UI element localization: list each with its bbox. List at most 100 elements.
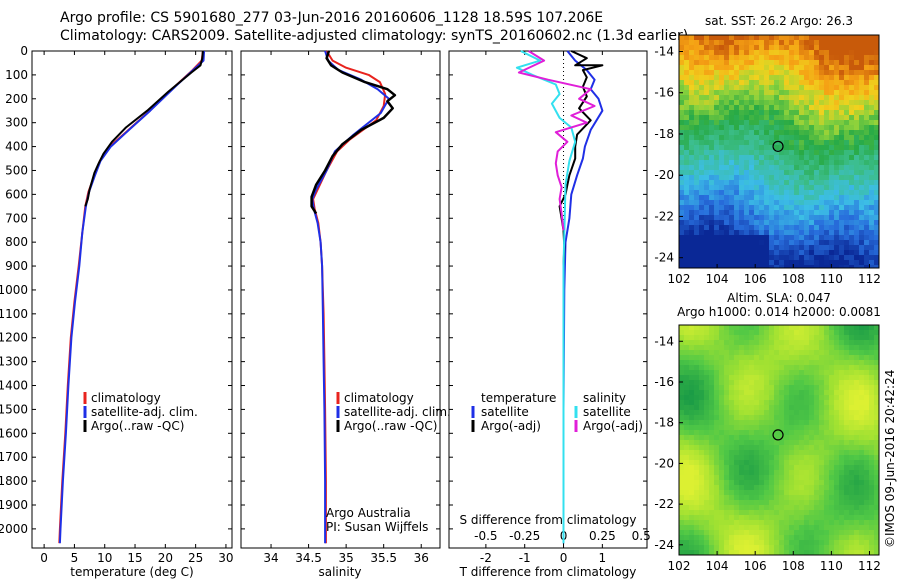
x-tick-label: 0 [560,551,568,565]
difference-plot-frame [448,50,648,549]
y-tick-label: 1600 [0,426,28,440]
y-tick-label: 1700 [0,450,28,464]
y-tick-label: 0 [20,44,28,58]
lat-tick-label: -14 [654,44,674,58]
y-tick-label: 700 [5,211,28,225]
sla_map-axes: 102 104 106 108 110 112 -14 -16 -18 -20 -22 -24 [654,334,881,573]
y-tick-label: 800 [5,235,28,249]
y-tick-label: 500 [5,163,28,177]
y-tick-label: 300 [5,116,28,130]
x-tick-label: -1 [519,551,531,565]
y-tick-label: 100 [5,68,28,82]
series-line-argo-adj [517,50,596,231]
legend-label-argo: Argo(..raw -QC) [344,419,437,433]
y-tick-label: 1500 [0,402,28,416]
legend-label-climatology: climatology [344,391,414,405]
legend-label-climatology: climatology [91,391,161,405]
s-tick-label: -0.5 [474,529,497,543]
difference-xlabel: T difference from climatology [459,565,637,579]
lon-tick-label: 112 [858,559,881,573]
y-tick-label: 900 [5,259,28,273]
lon-tick-label: 106 [744,559,767,573]
x-tick-label: 10 [97,551,112,565]
legend-label-t-argo: Argo(-adj) [481,419,541,433]
temperature-plot: 0 5 10 15 20 25 300100200300400500600700800900… [0,44,234,565]
series-line-climatology [312,50,387,544]
y-tick-label: 1100 [0,307,28,321]
sst-map-frame [678,34,880,269]
lat-tick-label: -16 [654,86,674,100]
salinity-plot-frame [240,50,441,549]
climatology-subtitle: Climatology: CARS2009. Satellite-adjuste… [60,28,689,44]
x-tick-label: 25 [188,551,203,565]
series-line-argo-raw-qc [310,50,397,215]
x-tick-label: 36 [414,551,429,565]
argo-australia-annotation: Argo Australia [326,506,411,520]
y-tick-label: 1400 [0,379,28,393]
y-tick-label: 600 [5,187,28,201]
imos-timestamp: ©IMOS 09-Jun-2016 20:42:24 [883,369,897,548]
x-tick-label: 35 [338,551,353,565]
y-tick-label: 2000 [0,522,28,536]
temperature-plot-frame [31,50,233,549]
argo-float-marker [772,140,784,152]
pi-annotation: PI: Susan Wijffels [326,520,428,534]
sst_map [679,35,879,268]
salinity-xlabel: salinity [318,565,361,579]
s-tick-label: 0.25 [589,529,616,543]
x-tick-label: 1 [599,551,607,565]
s-tick-label: 0.5 [632,529,651,543]
sst_map-axes: 102 104 106 108 110 112 -14 -16 -18 -20 -22 -24 [654,44,881,286]
x-tick-label: 35.5 [370,551,397,565]
lon-tick-label: 104 [706,559,729,573]
x-tick-label: 15 [127,551,142,565]
difference-plot: -2-101-0.5-0.2500.250.5 [449,50,651,565]
lon-tick-label: 110 [820,272,843,286]
legend-label-s-argo: Argo(-adj) [583,419,643,433]
sst-map-title: sat. SST: 26.2 Argo: 26.3 [705,14,853,28]
x-tick-label: -2 [480,551,492,565]
x-tick-label: 34 [263,551,278,565]
lat-tick-label: -24 [654,538,674,552]
lat-tick-label: -20 [654,456,674,470]
lat-tick-label: -20 [654,168,674,182]
series-line-argo-raw-qc [84,50,204,207]
x-tick-label: 0 [40,551,48,565]
lon-tick-label: 104 [706,272,729,286]
lon-tick-label: 106 [744,272,767,286]
x-tick-label: 5 [71,551,79,565]
sla-map-frame [678,324,880,556]
s-tick-label: -0.25 [509,529,540,543]
lon-tick-label: 108 [782,559,805,573]
sla-map-title: Altim. SLA: 0.047 [727,291,831,305]
legend-label-satellite: satellite-adj. clim. [344,405,451,419]
profile-title: Argo profile: CS 5901680_277 03-Jun-2016… [60,10,604,26]
x-tick-label: 34.5 [295,551,322,565]
legend-heading-temperature: temperature [481,391,556,405]
x-tick-label: 20 [158,551,173,565]
y-tick-label: 1900 [0,498,28,512]
lon-tick-label: 108 [782,272,805,286]
lat-tick-label: -22 [654,209,674,223]
difference-top-label: S difference from climatology [460,513,637,527]
y-tick-label: 1200 [0,331,28,345]
lat-tick-label: -18 [654,127,674,141]
series-line-satellite [515,50,577,544]
y-tick-label: 1800 [0,474,28,488]
lon-tick-label: 102 [668,272,691,286]
y-tick-label: 200 [5,92,28,106]
lat-tick-label: -16 [654,375,674,389]
series-line-satellite [562,50,604,544]
lat-tick-label: -14 [654,334,674,348]
lat-tick-label: -24 [654,251,674,265]
sla-map-subtitle: Argo h1000: 0.014 h2000: 0.0081 [677,305,881,319]
temperature-xlabel: temperature (deg C) [70,565,193,579]
legend-label-argo: Argo(..raw -QC) [91,419,184,433]
argo-float-marker [772,429,784,441]
sla_map [679,325,879,555]
lon-tick-label: 112 [858,272,881,286]
lat-tick-label: -18 [654,416,674,430]
lon-tick-label: 110 [820,559,843,573]
y-tick-label: 1000 [0,283,28,297]
